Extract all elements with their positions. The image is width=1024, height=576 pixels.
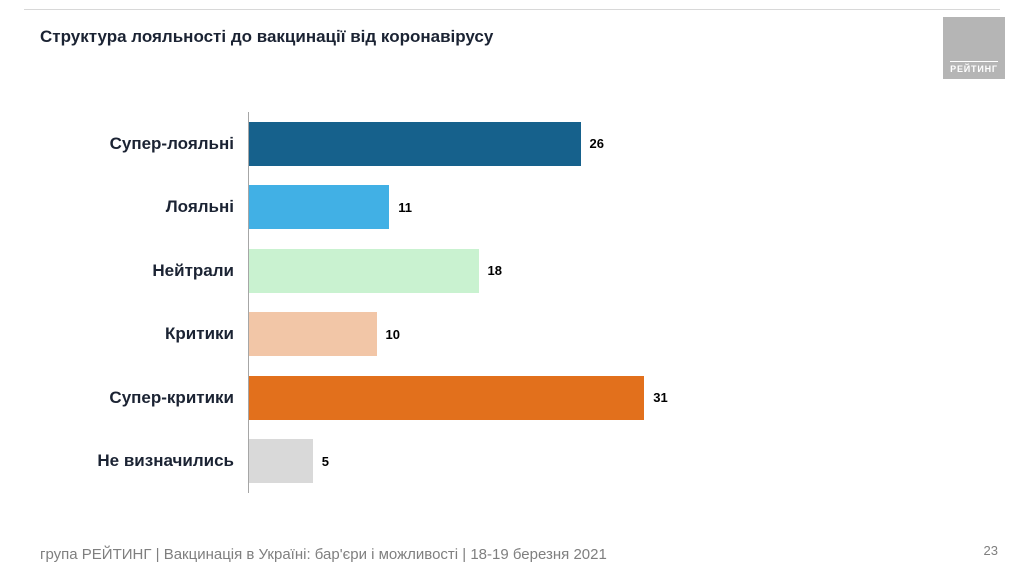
chart-row: Критики 10 (0, 302, 1024, 366)
logo-text: РЕЙТИНГ (950, 61, 998, 74)
top-divider (24, 9, 1000, 10)
bar (249, 248, 479, 293)
value-label: 10 (385, 326, 400, 342)
category-label: Супер-лояльні (109, 133, 234, 153)
value-label: 18 (487, 263, 502, 279)
bar (249, 121, 581, 166)
category-label: Супер-критики (109, 387, 234, 407)
value-label: 26 (589, 136, 604, 152)
bar-track: 26 (248, 112, 1024, 176)
chart-rows: Супер-лояльні 26 Лояльні 11 Нейтрали 18 Критик… (0, 112, 1024, 493)
value-label: 31 (653, 390, 668, 406)
chart-row: Нейтрали 18 (0, 239, 1024, 303)
category-label: Нейтрали (152, 260, 234, 280)
bar-track: 5 (248, 429, 1024, 493)
chart-row: Супер-критики 31 (0, 366, 1024, 430)
bar-track: 18 (248, 239, 1024, 303)
bar-track: 11 (248, 175, 1024, 239)
page-number: 23 (983, 543, 998, 558)
chart-row: Не визначились 5 (0, 429, 1024, 493)
category-label: Лояльні (165, 197, 234, 217)
loyalty-bar-chart: Супер-лояльні 26 Лояльні 11 Нейтрали 18 Критик… (0, 112, 1024, 493)
chart-row: Лояльні 11 (0, 175, 1024, 239)
category-label: Не визначились (97, 451, 234, 471)
bar (249, 439, 313, 484)
bar (249, 185, 390, 230)
bar (249, 312, 377, 357)
bar-track: 31 (248, 366, 1024, 430)
bar (249, 375, 645, 420)
value-label: 5 (321, 453, 329, 469)
value-label: 11 (398, 199, 412, 215)
page-title: Структура лояльності до вакцинації від к… (40, 27, 494, 46)
rating-group-logo: РЕЙТИНГ (943, 17, 1005, 79)
footer-source: група РЕЙТИНГ | Вакцинація в Україні: ба… (40, 546, 607, 563)
category-label: Критики (165, 324, 234, 344)
chart-row: Супер-лояльні 26 (0, 112, 1024, 176)
bar-track: 10 (248, 302, 1024, 366)
